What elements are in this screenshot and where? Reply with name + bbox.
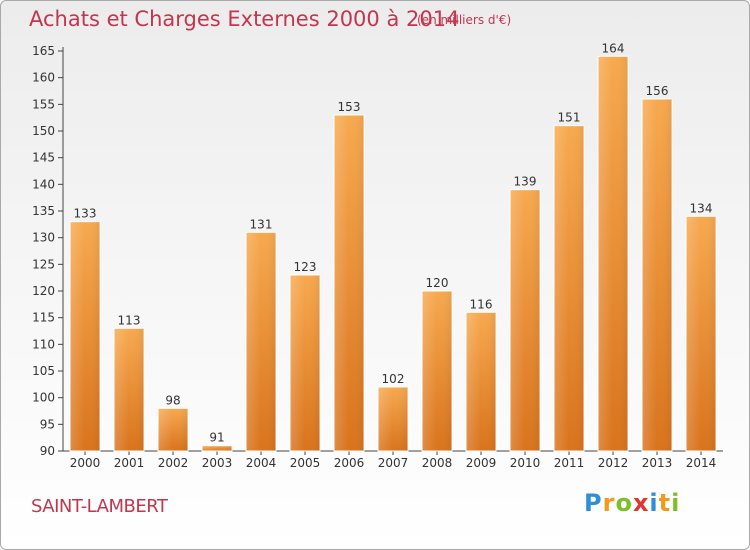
bar-value-label: 134 xyxy=(690,201,713,215)
bar-shade xyxy=(378,387,408,451)
bar-value-label: 123 xyxy=(294,260,317,274)
bar-value-label: 151 xyxy=(558,111,581,125)
bars xyxy=(69,55,717,452)
y-tick-label: 90 xyxy=(40,444,55,458)
y-tick-label: 100 xyxy=(32,391,55,405)
bar xyxy=(245,231,277,452)
bar-value-label: 91 xyxy=(209,431,224,445)
x-tick-label: 2001 xyxy=(114,456,145,470)
logo-letter: r xyxy=(602,489,616,517)
y-tick-label: 160 xyxy=(32,71,55,85)
bar xyxy=(113,327,145,452)
bar-shade xyxy=(554,125,584,452)
y-tick-label: 105 xyxy=(32,364,55,378)
logo-letter: i xyxy=(649,489,659,517)
x-axis: 2000 2001 2002 2003 2004 2005 2006 2007 2008 2009… xyxy=(63,450,723,470)
bar-shade xyxy=(466,312,496,451)
y-tick-label: 95 xyxy=(40,417,55,431)
x-tick-label: 2003 xyxy=(202,456,233,470)
y-tick-label: 115 xyxy=(32,311,55,325)
bar xyxy=(685,215,717,452)
y-tick-label: 135 xyxy=(32,204,55,218)
bar-shade xyxy=(158,408,188,451)
bar xyxy=(421,290,453,452)
y-tick-label: 130 xyxy=(32,231,55,245)
x-tick-label: 2006 xyxy=(334,456,365,470)
bar-shade xyxy=(686,216,716,451)
x-tick-label: 2010 xyxy=(510,456,541,470)
bar-shade xyxy=(246,232,276,451)
y-tick-label: 155 xyxy=(32,97,55,111)
proxiti-logo: Proxiti xyxy=(584,489,680,517)
bar-value-label: 113 xyxy=(118,313,141,327)
logo-letter: x xyxy=(632,489,650,517)
bar xyxy=(69,221,101,452)
bar xyxy=(641,98,673,452)
bar-value-label: 139 xyxy=(514,175,537,189)
bar xyxy=(157,407,189,452)
x-tick-label: 2004 xyxy=(246,456,277,470)
x-tick-label: 2013 xyxy=(642,456,673,470)
bar-value-label: 116 xyxy=(470,297,493,311)
bar-shade xyxy=(598,56,628,451)
chart-title: Achats et Charges Externes 2000 à 2014 xyxy=(29,7,460,31)
bar xyxy=(553,125,585,452)
y-tick-label: 150 xyxy=(32,124,55,138)
y-tick-label: 145 xyxy=(32,151,55,165)
bar xyxy=(509,189,541,452)
data-labels: 133 113 98 91 131 123 153 102 120 116 139 151 164 156… xyxy=(74,41,713,444)
bar-shade xyxy=(114,328,144,451)
chart-unit-label: (en milliers d'€) xyxy=(417,13,512,27)
x-tick-label: 2002 xyxy=(158,456,189,470)
commune-name: SAINT-LAMBERT xyxy=(31,496,168,517)
bar xyxy=(333,114,365,452)
bar-value-label: 153 xyxy=(338,100,361,114)
bar-shade xyxy=(510,189,540,451)
x-tick-label: 2014 xyxy=(686,456,717,470)
x-tick-label: 2012 xyxy=(598,456,629,470)
logo-letter: o xyxy=(615,489,633,517)
x-tick-label: 2000 xyxy=(70,456,101,470)
logo-letter: i xyxy=(671,489,681,517)
bar-value-label: 131 xyxy=(250,217,273,231)
y-tick-label: 120 xyxy=(32,284,55,298)
y-tick-label: 165 xyxy=(32,44,55,58)
bar xyxy=(377,386,409,452)
x-tick-label: 2011 xyxy=(554,456,585,470)
logo-letter: t xyxy=(658,489,672,517)
y-axis: 90 95 100 105 110 115 120 125 130 135 140 145 150 155… xyxy=(32,44,64,458)
bar-value-label: 156 xyxy=(646,84,669,98)
x-tick-label: 2007 xyxy=(378,456,409,470)
bar-value-label: 133 xyxy=(74,207,97,221)
x-tick-label: 2005 xyxy=(290,456,321,470)
bar-value-label: 102 xyxy=(382,372,405,386)
bar-value-label: 164 xyxy=(602,41,625,55)
bar-value-label: 120 xyxy=(426,276,449,290)
bar xyxy=(201,445,233,452)
y-tick-label: 110 xyxy=(32,337,55,351)
logo-letter: P xyxy=(584,489,603,517)
bar-shade xyxy=(202,445,232,451)
y-tick-label: 140 xyxy=(32,177,55,191)
bar-shade xyxy=(290,275,320,451)
x-tick-label: 2009 xyxy=(466,456,497,470)
bar-shade xyxy=(642,99,672,451)
bar xyxy=(289,274,321,452)
bar xyxy=(597,55,629,452)
x-tick-label: 2008 xyxy=(422,456,453,470)
bar-value-label: 98 xyxy=(165,393,180,407)
bar-shade xyxy=(334,115,364,451)
bar-shade xyxy=(70,221,100,451)
y-tick-label: 125 xyxy=(32,257,55,271)
bar xyxy=(465,311,497,452)
bar-shade xyxy=(422,291,452,451)
